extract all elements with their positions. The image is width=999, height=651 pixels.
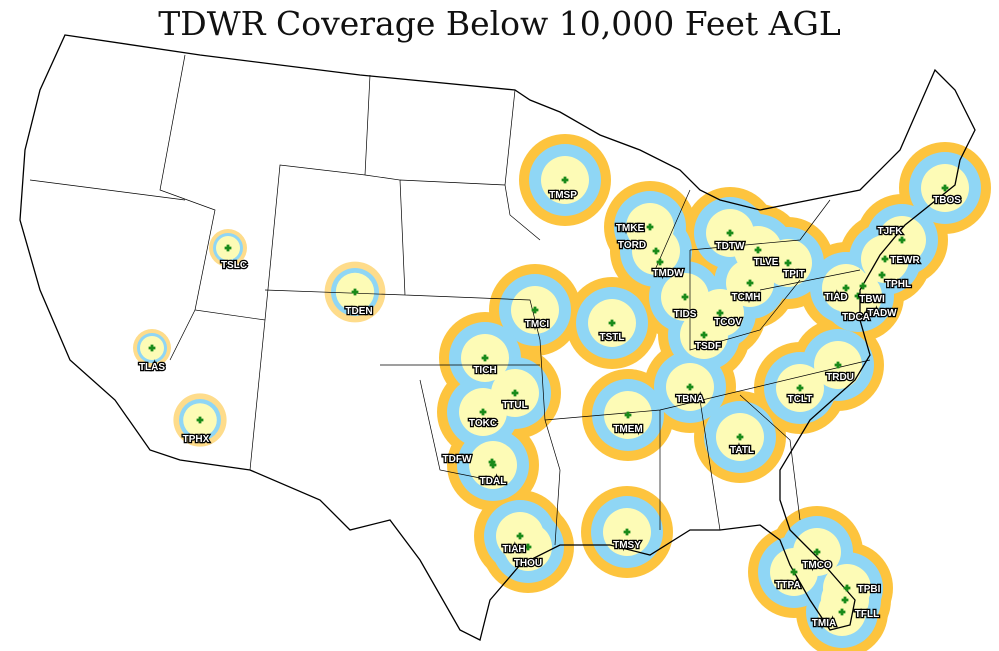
site-label: TMCO [802, 560, 832, 571]
site-label: TMSP [549, 190, 577, 201]
map-title: TDWR Coverage Below 10,000 Feet AGL [158, 4, 841, 43]
radar-site-marker-icon [681, 293, 689, 301]
site-label: TPHL [885, 279, 911, 290]
site-label: TPIT [783, 269, 805, 280]
radar-site-marker-icon [784, 259, 792, 267]
site-label: TSDF [695, 341, 721, 352]
site-label: TEWR [890, 255, 920, 266]
site-label: TLVE [754, 257, 779, 268]
radar-site-marker-icon [561, 176, 569, 184]
radar-site-marker-icon [813, 548, 821, 556]
radar-site-marker-icon [686, 383, 694, 391]
radar-site-marker-icon [623, 528, 631, 536]
radar-site-marker-icon [838, 608, 846, 616]
radar-site-marker-icon [842, 284, 850, 292]
radar-site-marker-icon [881, 255, 889, 263]
radar-site-marker-icon [479, 408, 487, 416]
radar-site-marker-icon [754, 246, 762, 254]
site-label: TICH [473, 365, 496, 376]
site-label: TDFW [443, 454, 472, 465]
site-label: TBWI [859, 294, 885, 305]
radar-site-marker-icon [790, 568, 798, 576]
site-label: TADW [867, 308, 897, 319]
site-label: TDCA [842, 312, 870, 323]
site-label: TSTL [600, 332, 625, 343]
site-label: TMSY [613, 540, 641, 551]
site-label: TIAD [824, 292, 847, 303]
radar-site-marker-icon [941, 184, 949, 192]
radar-site-marker-icon [481, 354, 489, 362]
site-label: TMCI [525, 319, 550, 330]
site-label: TMDW [652, 268, 684, 279]
radar-site-marker-icon [224, 244, 232, 252]
radar-site-marker-icon [716, 309, 724, 317]
radar-site-marker-icon [878, 271, 886, 279]
radar-site-marker-icon [736, 433, 744, 441]
radar-site-marker-icon [646, 223, 654, 231]
radar-site-marker-icon [746, 279, 754, 287]
radar-site-marker-icon [351, 288, 359, 296]
radar-site-marker-icon [196, 416, 204, 424]
radar-site-marker-icon [864, 296, 872, 304]
site-label: TCLT [788, 394, 813, 405]
radar-site-marker-icon [516, 532, 524, 540]
site-label: TDTW [716, 241, 745, 252]
site-label: TBNA [676, 394, 704, 405]
site-label: TMKE [616, 223, 645, 234]
radar-site-marker-icon [796, 384, 804, 392]
radar-site-marker-icon [841, 596, 849, 604]
site-label: TFLL [855, 609, 879, 620]
radar-site-marker-icon [148, 344, 156, 352]
radar-site-marker-icon [726, 229, 734, 237]
site-label: TMIA [812, 618, 836, 629]
site-label: TOKC [469, 418, 497, 429]
site-label: TPHX [183, 434, 210, 445]
site-label: TCMH [732, 292, 761, 303]
site-label: TRDU [826, 372, 854, 383]
radar-site-marker-icon [608, 319, 616, 327]
site-label: TIAH [502, 544, 525, 555]
site-label: TORD [618, 240, 646, 251]
site-label: TDEN [345, 306, 372, 317]
radar-site-marker-icon [700, 331, 708, 339]
radar-site-marker-icon [656, 258, 664, 266]
radar-site-marker-icon [843, 584, 851, 592]
site-label: TBOS [933, 195, 961, 206]
site-label: TATL [730, 445, 754, 456]
site-label: TTPA [775, 580, 800, 591]
radar-site-marker-icon [524, 543, 532, 551]
site-label: TMEM [613, 424, 642, 435]
state-borders [29, 54, 871, 546]
radar-site-marker-icon [624, 411, 632, 419]
site-label: TJFK [878, 226, 904, 237]
site-label: TIDS [674, 309, 697, 320]
radar-site-marker-icon [898, 236, 906, 244]
radar-site-marker-icon [489, 461, 497, 469]
site-label: TDAL [480, 476, 507, 487]
site-label: TLAS [139, 362, 165, 373]
site-label: TCOV [714, 317, 742, 328]
radar-site-marker-icon [531, 306, 539, 314]
site-label: TSLC [221, 260, 247, 271]
radar-site-marker-icon [854, 292, 862, 300]
radar-site-marker-icon [511, 389, 519, 397]
site-label: TPBI [858, 584, 881, 595]
radar-site-marker-icon [652, 247, 660, 255]
site-label: THOU [514, 558, 542, 569]
site-label: TTUL [502, 400, 528, 411]
us-outline [19, 34, 976, 641]
radar-site-marker-icon [859, 282, 867, 290]
radar-site-marker-icon [834, 361, 842, 369]
